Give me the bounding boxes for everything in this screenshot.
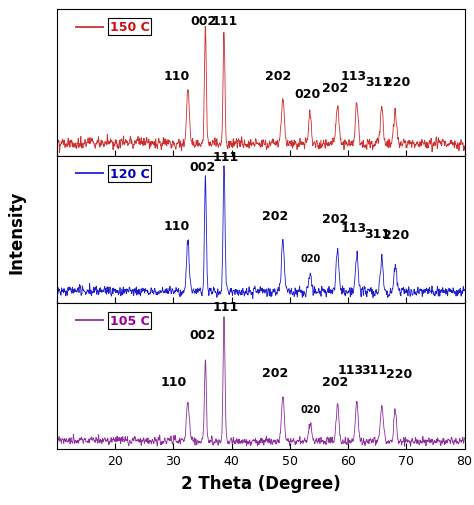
Point xyxy=(0,177,2,183)
Text: 111: 111 xyxy=(213,151,239,164)
Text: 113: 113 xyxy=(341,70,367,83)
Text: 110: 110 xyxy=(160,375,186,388)
Text: Intensity: Intensity xyxy=(7,191,25,274)
Text: 220: 220 xyxy=(386,368,412,381)
Point xyxy=(0,324,2,330)
Point xyxy=(0,324,2,330)
Text: 002: 002 xyxy=(189,328,216,341)
Text: 311: 311 xyxy=(364,227,390,240)
Text: 2 Theta (Degree): 2 Theta (Degree) xyxy=(181,474,341,492)
Text: 105 C: 105 C xyxy=(110,314,150,327)
Text: 202: 202 xyxy=(322,213,348,225)
Text: 111: 111 xyxy=(213,300,239,313)
Point xyxy=(0,177,2,183)
Point xyxy=(0,31,2,37)
Text: 150 C: 150 C xyxy=(110,21,150,34)
Text: 220: 220 xyxy=(383,229,410,241)
Text: 110: 110 xyxy=(163,70,190,83)
Text: 202: 202 xyxy=(322,82,348,95)
Text: 202: 202 xyxy=(265,70,292,83)
Text: 202: 202 xyxy=(262,366,288,379)
Text: 111: 111 xyxy=(211,15,238,28)
Text: 120 C: 120 C xyxy=(110,168,150,181)
Text: 202: 202 xyxy=(322,375,348,388)
Text: 113: 113 xyxy=(338,363,364,376)
Point xyxy=(0,31,2,37)
Text: 202: 202 xyxy=(262,210,288,222)
Text: 020: 020 xyxy=(294,88,320,101)
Text: 110: 110 xyxy=(163,220,190,233)
Text: 113: 113 xyxy=(341,221,367,234)
Text: 311: 311 xyxy=(361,363,387,376)
Text: 020: 020 xyxy=(300,405,320,414)
Text: 002: 002 xyxy=(189,161,216,174)
Text: 002: 002 xyxy=(191,15,217,28)
Text: 220: 220 xyxy=(384,76,410,89)
Text: 020: 020 xyxy=(300,254,320,264)
Text: 311: 311 xyxy=(365,76,392,89)
